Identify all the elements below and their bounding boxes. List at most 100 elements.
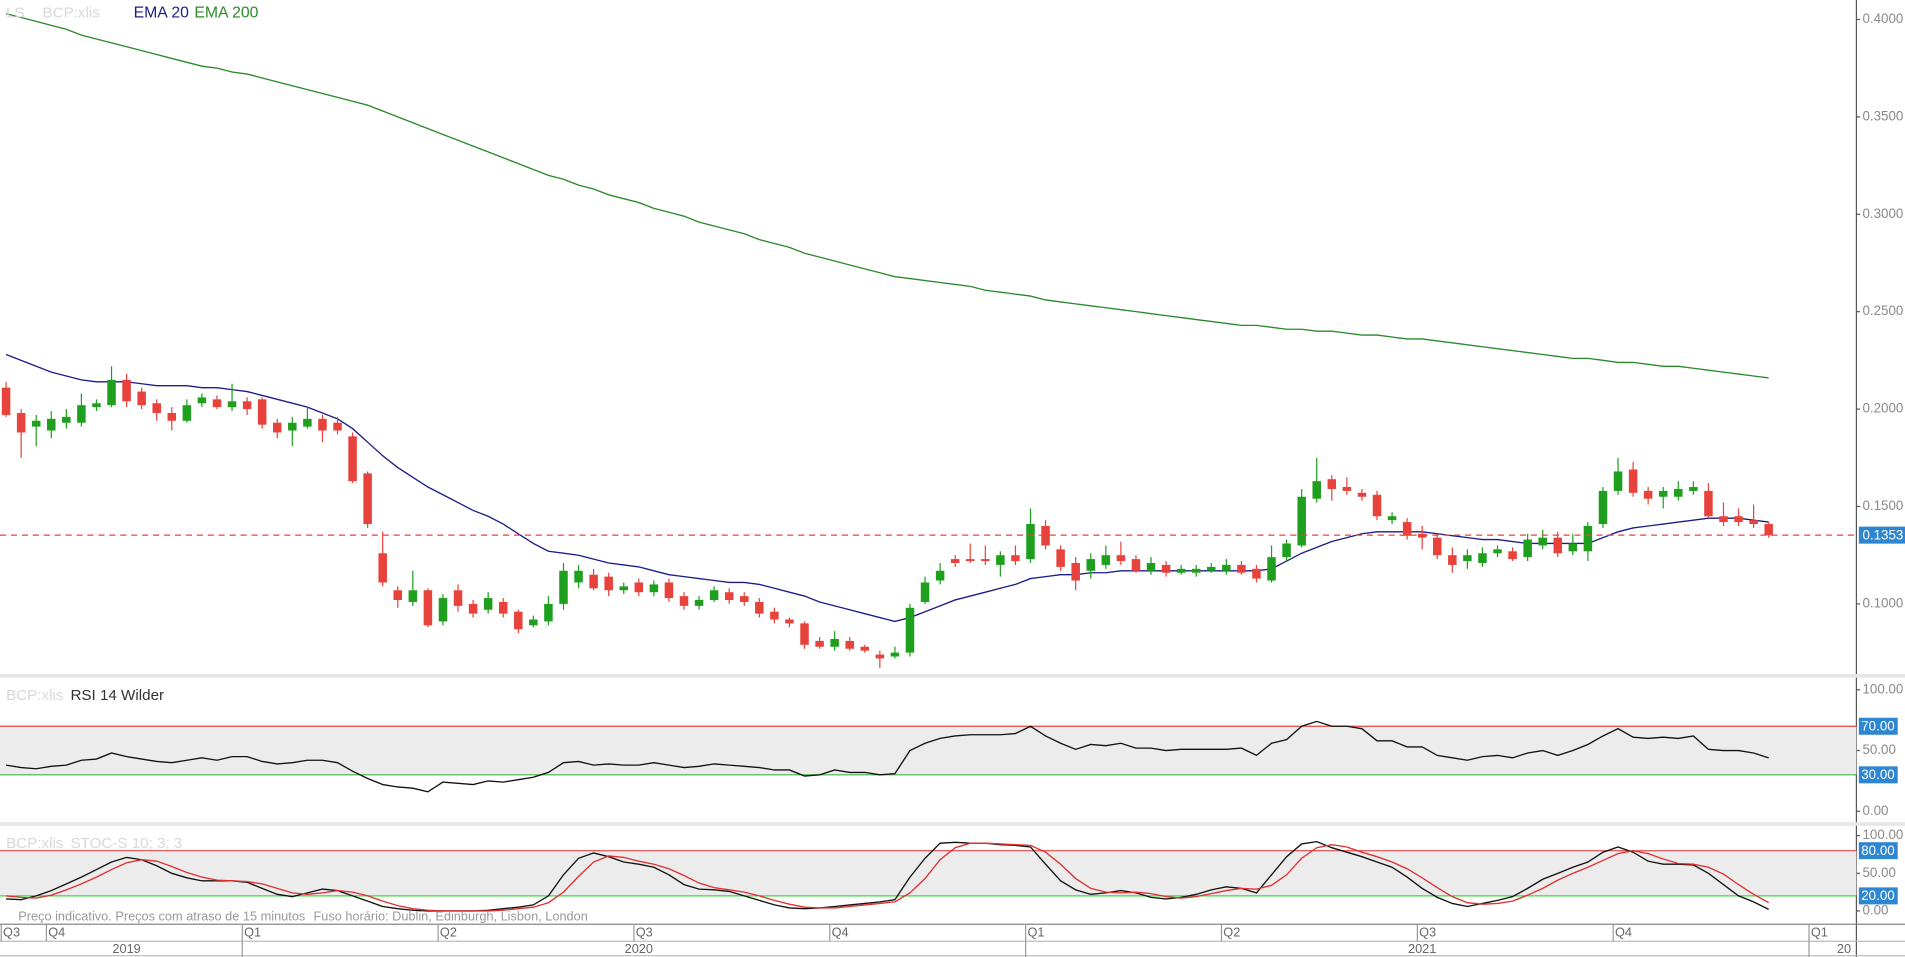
candle-body bbox=[709, 590, 719, 601]
candle-body bbox=[77, 405, 86, 423]
candle-body bbox=[1161, 564, 1171, 573]
y-tick-label: 0.2000 bbox=[1862, 401, 1903, 416]
candle-body bbox=[1402, 522, 1412, 536]
candle-body bbox=[514, 611, 523, 630]
y-tick-label: 0.3000 bbox=[1862, 206, 1903, 221]
candle-body bbox=[393, 590, 403, 601]
indicator-line bbox=[6, 842, 1770, 912]
candle-body bbox=[1583, 525, 1593, 552]
exchange-label: LS bbox=[6, 4, 25, 21]
candle-body bbox=[1357, 492, 1367, 497]
timezone-note: Fuso horário: Dublin, Edinburgh, Lisbon,… bbox=[313, 908, 587, 923]
panel-separator bbox=[0, 674, 1905, 678]
candle-body bbox=[107, 379, 116, 406]
candle-body bbox=[1267, 557, 1276, 581]
candle-body bbox=[860, 646, 870, 651]
candle-body bbox=[1478, 553, 1487, 563]
y-tick-label: 0.00 bbox=[1862, 803, 1888, 818]
candle-body bbox=[483, 598, 493, 610]
candle-body bbox=[1764, 524, 1773, 536]
candle-body bbox=[604, 576, 613, 591]
candle-body bbox=[1568, 543, 1578, 552]
candle-body bbox=[1026, 524, 1035, 560]
indicator-line bbox=[5, 12, 1769, 379]
x-tick-label: Q4 bbox=[1615, 925, 1632, 940]
candle-body bbox=[1523, 539, 1532, 558]
y-tick-label: 50.00 bbox=[1862, 865, 1895, 880]
candle-body bbox=[679, 596, 689, 606]
candle-body bbox=[333, 422, 342, 431]
candle-body bbox=[318, 418, 327, 431]
candle-body bbox=[212, 399, 222, 408]
candle-body bbox=[1252, 568, 1261, 579]
candle-body bbox=[137, 391, 146, 406]
band-fill bbox=[0, 850, 1857, 896]
candle-body bbox=[574, 570, 583, 583]
candle-body bbox=[1538, 537, 1547, 546]
candle-body bbox=[1598, 490, 1608, 525]
band-label-box bbox=[1858, 766, 1898, 784]
candle-body bbox=[544, 603, 553, 622]
candle-body bbox=[740, 596, 749, 602]
candle-body bbox=[1719, 516, 1728, 523]
candle-body bbox=[1222, 564, 1231, 571]
candle-body bbox=[408, 590, 418, 602]
candle-body bbox=[1372, 494, 1382, 517]
candle-body bbox=[830, 638, 839, 647]
candle-body bbox=[288, 422, 297, 431]
candle-body bbox=[197, 397, 207, 404]
candle-body bbox=[1086, 559, 1096, 571]
candle-body bbox=[423, 590, 433, 626]
y-tick-label: 0.1500 bbox=[1862, 498, 1903, 513]
candle-body bbox=[1, 387, 11, 415]
candle-body bbox=[1041, 525, 1050, 546]
candle-body bbox=[1613, 471, 1623, 491]
candle-body bbox=[167, 412, 177, 421]
last-price-box bbox=[1858, 526, 1905, 544]
band-label-box bbox=[1858, 842, 1898, 860]
candle-body bbox=[1508, 551, 1517, 560]
legend-entry: EMA 200 bbox=[194, 5, 258, 22]
candle-body bbox=[363, 473, 372, 525]
candle-body bbox=[62, 416, 71, 423]
candle-body bbox=[770, 611, 779, 620]
candle-body bbox=[1282, 543, 1291, 558]
candle-body bbox=[1297, 496, 1306, 546]
x-tick-label: Q1 bbox=[244, 925, 261, 940]
candle-body bbox=[845, 640, 854, 649]
candle-body bbox=[182, 405, 192, 421]
candle-body bbox=[1116, 555, 1126, 562]
y-tick-label: 0.2500 bbox=[1862, 303, 1903, 318]
candle-body bbox=[272, 422, 282, 433]
x-tick-label: Q1 bbox=[1811, 925, 1828, 940]
candle-body bbox=[1387, 516, 1397, 521]
y-tick-label: 0.1000 bbox=[1862, 595, 1903, 610]
y-tick-label: 0.3500 bbox=[1862, 108, 1903, 123]
indicator-line bbox=[5, 720, 1769, 793]
candle-body bbox=[755, 601, 764, 614]
y-tick-label: 50.00 bbox=[1862, 742, 1895, 757]
candle-body bbox=[348, 436, 357, 482]
candle-body bbox=[1433, 537, 1442, 556]
candle-body bbox=[996, 555, 1005, 565]
band-fill bbox=[0, 726, 1857, 775]
panel-separator bbox=[0, 822, 1905, 826]
candle-body bbox=[242, 401, 252, 410]
candle-body bbox=[1689, 487, 1698, 491]
candle-body bbox=[468, 603, 478, 614]
candle-body bbox=[122, 379, 131, 402]
last-price-label: 0.1353 bbox=[1862, 527, 1903, 542]
candle-body bbox=[92, 403, 101, 408]
candle-body bbox=[1658, 490, 1668, 497]
candle-body bbox=[1011, 555, 1020, 562]
candle-body bbox=[1643, 490, 1653, 499]
y-tick-label: 0.4000 bbox=[1862, 11, 1903, 26]
candle-body bbox=[935, 570, 945, 581]
candle-body bbox=[1101, 555, 1111, 565]
candle-body bbox=[664, 582, 674, 599]
candle-body bbox=[303, 418, 312, 427]
candle-body bbox=[559, 570, 568, 604]
x-tick-label: Q3 bbox=[3, 925, 20, 940]
